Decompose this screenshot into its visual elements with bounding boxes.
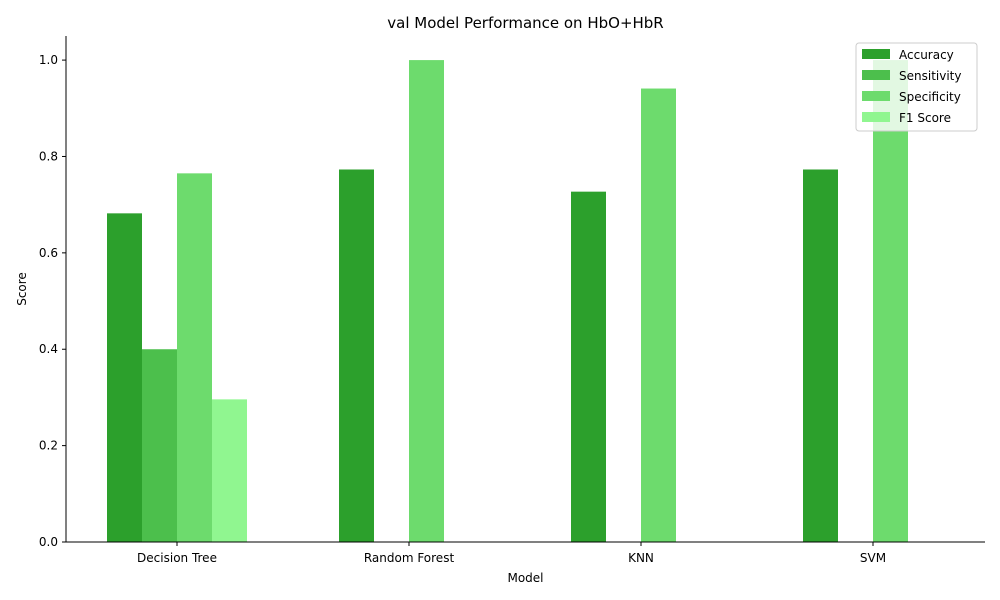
bar-specificity-decision-tree xyxy=(177,173,212,543)
bar-accuracy-svm xyxy=(803,169,838,543)
bar-specificity-knn xyxy=(641,88,676,542)
y-tick-label: 0.6 xyxy=(39,246,58,260)
y-tick-label: 1.0 xyxy=(39,53,58,67)
y-axis-label: Score xyxy=(15,272,29,306)
legend-frame xyxy=(855,42,978,132)
legend-label: F1 Score xyxy=(899,111,951,125)
bar-accuracy-knn xyxy=(571,191,606,542)
bar-specificity-svm xyxy=(873,60,908,542)
x-ticks-group: Decision Tree Random Forest KNN SVM xyxy=(137,542,886,565)
legend-label: Sensitivity xyxy=(899,69,961,83)
x-axis-label: Model xyxy=(507,571,543,585)
bar-f1-score-decision-tree xyxy=(212,399,247,542)
x-tick-label: SVM xyxy=(860,551,886,565)
y-tick-label: 0.4 xyxy=(39,342,58,356)
bar-accuracy-random-forest xyxy=(339,169,374,543)
y-tick-label: 0.2 xyxy=(39,439,58,453)
axes-group xyxy=(65,36,985,543)
legend-swatch xyxy=(862,49,890,59)
chart-title: val Model Performance on HbO+HbR xyxy=(387,14,663,32)
y-tick-label: 0.8 xyxy=(39,149,58,163)
y-tick-label: 0.0 xyxy=(39,535,58,549)
legend-swatch xyxy=(862,91,890,101)
legend-label: Specificity xyxy=(899,90,961,104)
legend-label: Accuracy xyxy=(899,48,954,62)
x-tick-label: KNN xyxy=(628,551,654,565)
bar-accuracy-decision-tree xyxy=(107,213,142,543)
bar-sensitivity-decision-tree xyxy=(142,349,177,542)
bars-group xyxy=(107,60,908,543)
x-tick-label: Decision Tree xyxy=(137,551,217,565)
x-tick-label: Random Forest xyxy=(364,551,455,565)
legend-swatch xyxy=(862,112,890,122)
legend: Accuracy Sensitivity Specificity F1 Score xyxy=(855,42,978,132)
y-ticks-group: 0.0 0.2 0.4 0.6 0.8 1.0 xyxy=(39,53,66,549)
bar-specificity-random-forest xyxy=(409,60,444,542)
legend-swatch xyxy=(862,70,890,80)
